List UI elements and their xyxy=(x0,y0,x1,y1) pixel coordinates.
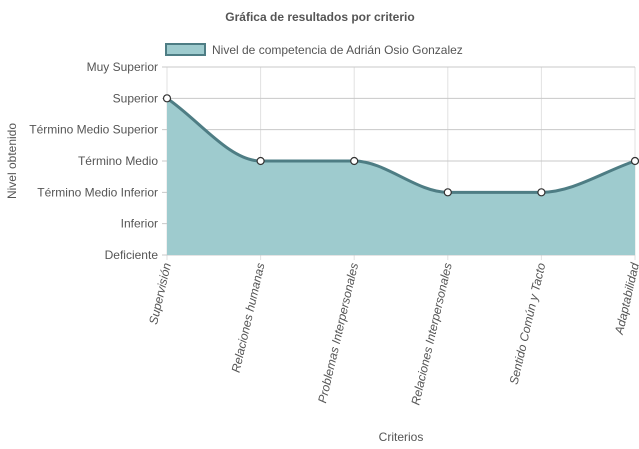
y-tick-label: Término Medio Inferior xyxy=(37,185,158,199)
series-area xyxy=(166,97,636,255)
x-axis-ticks: Supervisión Relaciones humanas Problemas I… xyxy=(146,261,639,406)
y-tick-label: Término Medio Superior xyxy=(29,123,158,137)
x-axis-title: Criterios xyxy=(379,430,424,444)
data-point[interactable] xyxy=(443,188,452,197)
chart-title: Gráfica de resultados por criterio xyxy=(225,10,414,24)
data-point[interactable] xyxy=(162,94,172,103)
data-point[interactable] xyxy=(350,156,359,166)
x-tick-label: Supervisión xyxy=(146,261,174,326)
legend-swatch[interactable] xyxy=(165,43,206,56)
y-tick-label: Término Medio xyxy=(78,154,158,168)
data-point[interactable] xyxy=(630,156,639,166)
y-tick-label: Muy Superior xyxy=(87,60,158,74)
x-tick-label: Sentido Común y Tacto xyxy=(507,261,549,386)
y-tick-label: Superior xyxy=(113,91,158,105)
y-axis-ticks: Deficiente Inferior Término Medio Inferior… xyxy=(29,60,158,262)
series-line xyxy=(166,97,636,194)
series-points xyxy=(162,94,639,197)
area-fill xyxy=(167,98,635,255)
x-tick-label: Adaptabilidad xyxy=(612,261,639,336)
y-tick-label: Deficiente xyxy=(105,248,159,262)
y-tick-label: Inferior xyxy=(121,217,158,231)
legend-label[interactable]: Nivel de competencia de Adrián Osio Gonz… xyxy=(212,43,463,57)
x-tick-label: Relaciones Interpersonales xyxy=(408,262,454,407)
x-tick-label: Relaciones humanas xyxy=(229,262,268,374)
y-axis-title: Nivel obtenido xyxy=(5,123,19,199)
data-point[interactable] xyxy=(537,188,546,197)
data-point[interactable] xyxy=(256,156,265,166)
x-tick-label: Problemas Interpersonales xyxy=(315,262,361,405)
